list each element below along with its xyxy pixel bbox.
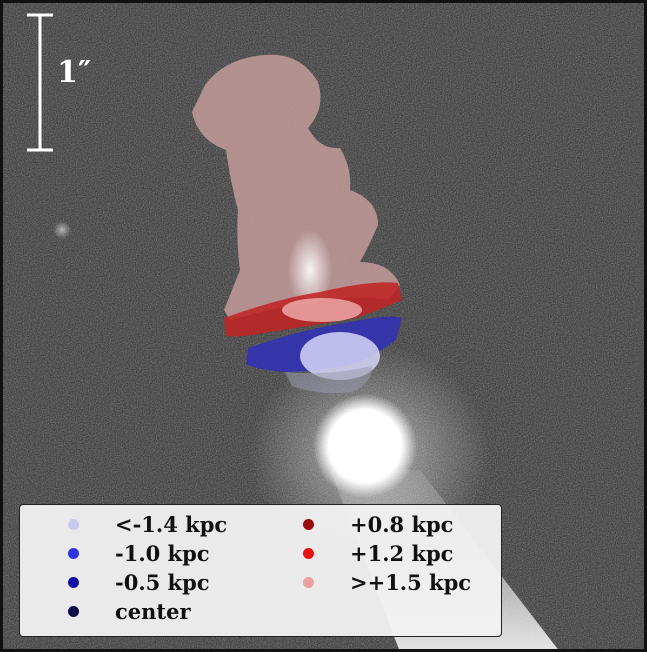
legend-item: +0.8 kpc: [303, 511, 453, 537]
legend-label: <-1.4 kpc: [115, 511, 228, 537]
blue-core: [300, 332, 380, 380]
legend-dot: [68, 576, 79, 588]
scale-bar-label: 1″: [57, 55, 92, 90]
legend-dot: [303, 547, 314, 559]
legend-label: -1.0 kpc: [115, 540, 210, 566]
legend-dot: [303, 576, 314, 588]
legend-item: >+1.5 kpc: [303, 569, 471, 595]
legend-dot: [303, 518, 314, 530]
outer-tail-region: [192, 54, 400, 321]
faint-star: [53, 221, 71, 239]
red-core: [282, 298, 362, 322]
legend-item: center: [68, 598, 191, 624]
scale-bar: [27, 13, 53, 152]
legend-label: center: [115, 598, 191, 624]
legend-dot: [68, 518, 79, 530]
legend-item: -0.5 kpc: [68, 569, 210, 595]
lower-pale-region: [285, 366, 372, 394]
legend-item: <-1.4 kpc: [68, 511, 227, 537]
legend-item: -1.0 kpc: [68, 540, 210, 566]
galaxy-core: [313, 394, 417, 498]
legend: <-1.4 kpc -1.0 kpc -0.5 kpc center +0.8 …: [19, 504, 502, 637]
legend-label: +1.2 kpc: [350, 540, 454, 566]
legend-label: -0.5 kpc: [115, 569, 210, 595]
legend-dot: [68, 605, 79, 617]
legend-label: +0.8 kpc: [350, 511, 454, 537]
legend-item: +1.2 kpc: [303, 540, 453, 566]
tail-jet: [288, 230, 332, 310]
legend-dot: [68, 547, 79, 559]
legend-label: >+1.5 kpc: [350, 569, 472, 595]
